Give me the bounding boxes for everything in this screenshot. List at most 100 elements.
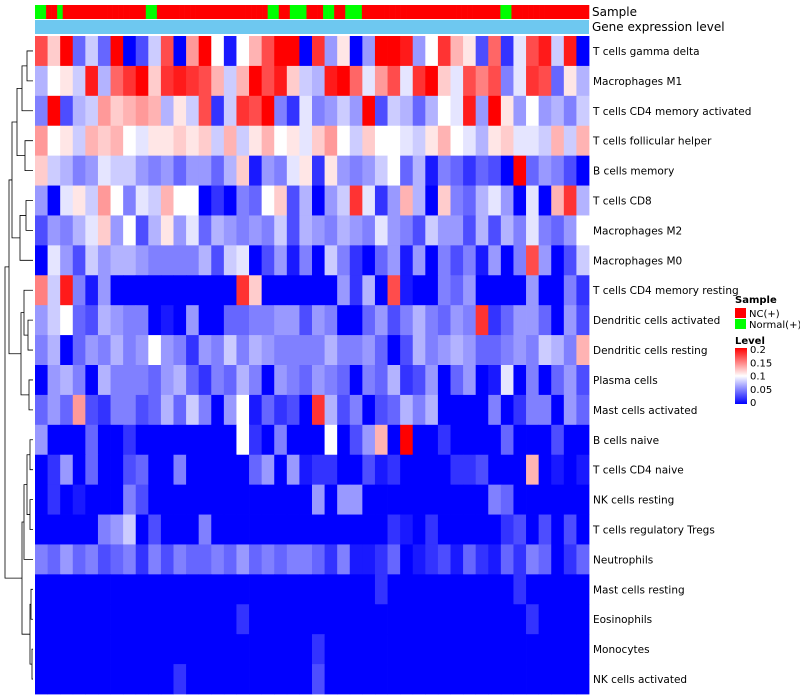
heatmap-cell xyxy=(35,65,48,97)
heatmap-cell xyxy=(349,604,363,635)
sample-annotation-cell xyxy=(284,5,291,19)
heatmap-cell xyxy=(236,155,250,186)
heatmap-cell xyxy=(249,574,263,605)
heatmap-cell xyxy=(412,125,426,157)
legend-level-tick: 0 xyxy=(750,398,756,409)
heatmap-cell xyxy=(362,634,376,665)
heatmap-cell xyxy=(160,604,174,635)
sample-annotation-cell xyxy=(228,5,235,19)
heatmap-cell xyxy=(324,514,338,545)
heatmap-cell xyxy=(148,604,162,635)
sample-annotation-cell xyxy=(544,5,551,19)
heatmap-cell xyxy=(526,305,540,336)
heatmap-cell xyxy=(198,95,212,127)
heatmap-cell xyxy=(362,574,376,605)
row-label: T cells regulatory Tregs xyxy=(592,525,715,537)
heatmap-cell xyxy=(286,65,300,97)
heatmap-cell xyxy=(223,634,237,665)
heatmap-cell xyxy=(425,664,439,695)
heatmap-cell xyxy=(400,36,414,67)
heatmap-cell xyxy=(148,454,162,486)
heatmap-cell xyxy=(299,125,313,157)
sample-annotation-cell xyxy=(245,5,252,19)
heatmap-cell xyxy=(500,125,514,157)
heatmap-cell xyxy=(412,634,426,665)
sample-annotation-cell xyxy=(57,5,63,19)
heatmap-cell xyxy=(135,155,149,186)
heatmap-cell xyxy=(337,65,351,97)
row-label: T cells follicular helper xyxy=(592,136,712,148)
heatmap-cell xyxy=(400,95,414,127)
heatmap-cell xyxy=(538,394,552,426)
heatmap-cell xyxy=(135,484,149,515)
heatmap-cell xyxy=(223,185,237,216)
heatmap-cell xyxy=(400,125,414,157)
heatmap-cell xyxy=(362,454,376,486)
heatmap-cell xyxy=(400,394,414,426)
heatmap-cell xyxy=(47,155,61,186)
heatmap-cell xyxy=(463,125,477,157)
sample-annotation-cell xyxy=(179,5,185,19)
heatmap-cell xyxy=(160,36,174,67)
heatmap-cell xyxy=(97,65,111,97)
heatmap-cell xyxy=(211,454,225,486)
heatmap-cell xyxy=(349,185,363,216)
heatmap-cell xyxy=(412,185,426,216)
heatmap-cell xyxy=(412,305,426,336)
heatmap-cell xyxy=(173,125,187,157)
heatmap-cell xyxy=(72,634,86,665)
heatmap-cell xyxy=(538,125,552,157)
heatmap-cell xyxy=(135,544,149,575)
heatmap-cell xyxy=(488,245,502,276)
heatmap-cell xyxy=(110,36,124,67)
heatmap-cell xyxy=(35,574,48,605)
legend-sample-items: NC(+)Normal(+) xyxy=(735,308,800,331)
heatmap-cell xyxy=(123,36,137,67)
heatmap-cell xyxy=(563,604,577,635)
heatmap-cell xyxy=(97,275,111,306)
heatmap-cell xyxy=(186,544,200,575)
heatmap-cell xyxy=(249,634,263,665)
heatmap-cell xyxy=(475,544,489,575)
heatmap-cell xyxy=(513,305,527,336)
heatmap-cell xyxy=(412,215,426,246)
heatmap-cell xyxy=(60,125,74,157)
heatmap-cell xyxy=(186,484,200,515)
heatmap-cell xyxy=(563,215,577,246)
heatmap-cell xyxy=(97,185,111,216)
heatmap-cell xyxy=(526,36,540,67)
heatmap-cell xyxy=(274,95,288,127)
heatmap-cell xyxy=(475,95,489,127)
heatmap-cell xyxy=(47,604,61,635)
heatmap-cell xyxy=(72,454,86,486)
sample-annotation-cell xyxy=(500,5,507,19)
sample-annotation-cell xyxy=(107,5,113,19)
sample-annotation-cell xyxy=(112,5,119,19)
heatmap-cell xyxy=(374,604,388,635)
heatmap-cell xyxy=(110,275,124,306)
heatmap-cell xyxy=(488,215,502,246)
heatmap-cell xyxy=(35,365,48,396)
heatmap-cell xyxy=(186,125,200,157)
heatmap-cell xyxy=(475,275,489,306)
heatmap-cell xyxy=(110,305,124,336)
heatmap-cell xyxy=(425,394,439,426)
heatmap-cell xyxy=(97,155,111,186)
heatmap-cell xyxy=(60,335,74,366)
sample-annotation-cell xyxy=(561,5,568,19)
heatmap-cell xyxy=(236,394,250,426)
heatmap-cell xyxy=(97,424,111,456)
heatmap-cell xyxy=(362,544,376,575)
heatmap-cell xyxy=(60,574,74,605)
heatmap-cell xyxy=(387,574,401,605)
heatmap-cell xyxy=(148,185,162,216)
heatmap-cell xyxy=(400,155,414,186)
heatmap-cell xyxy=(563,514,577,545)
sample-annotation-cell xyxy=(350,5,357,19)
heatmap-cell xyxy=(223,424,237,456)
heatmap-cell xyxy=(324,125,338,157)
heatmap-cell xyxy=(198,125,212,157)
heatmap-cell xyxy=(249,335,263,366)
heatmap-cell xyxy=(400,514,414,545)
heatmap-cell xyxy=(425,424,439,456)
